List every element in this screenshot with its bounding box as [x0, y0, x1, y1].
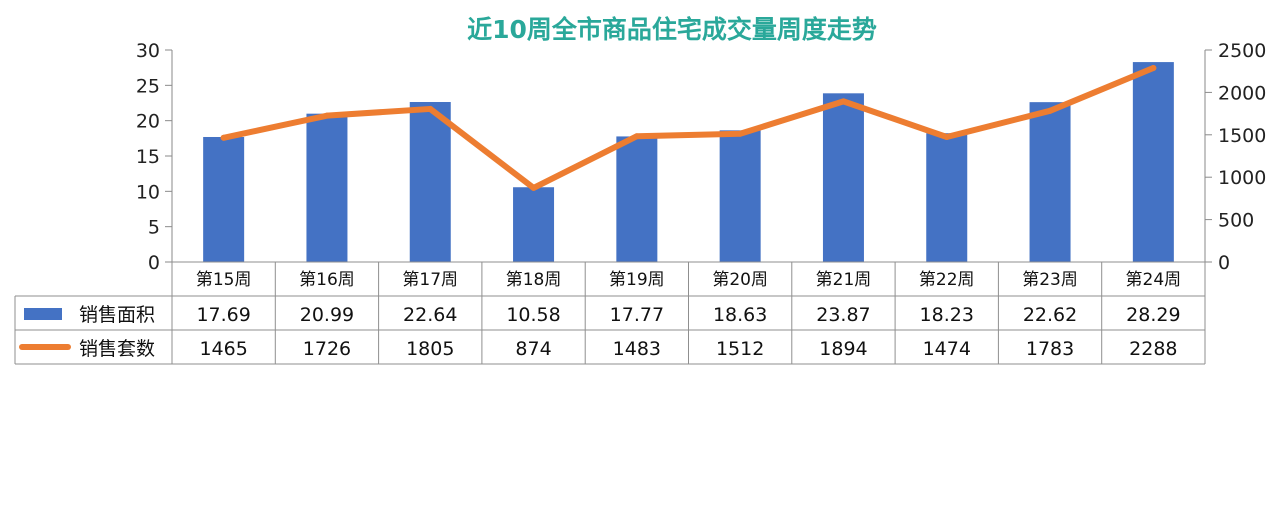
table-cell-units: 1512	[716, 338, 764, 360]
axes: 0 5 10 15 20 25 30 0 500 1000 1500 2000 2500	[136, 40, 1267, 274]
table-cell-area: 18.23	[920, 304, 974, 326]
right-axis-tick-label: 1000	[1218, 167, 1266, 189]
line-point	[1047, 107, 1054, 114]
right-axis-tick-label: 1500	[1218, 125, 1266, 147]
table-cell-area: 20.99	[300, 304, 354, 326]
table-cell-units: 874	[515, 338, 551, 360]
right-axis-tick-label: 2500	[1218, 40, 1266, 62]
x-tick-label: 第21周	[816, 270, 872, 290]
legend-swatch-bar	[24, 308, 62, 320]
legend-label-line: 销售套数	[79, 338, 155, 360]
table-cell-area: 18.63	[713, 304, 767, 326]
x-tick-label: 第16周	[299, 270, 355, 290]
line-series	[220, 64, 1157, 191]
x-tick-label: 第20周	[712, 270, 768, 290]
chart-title: 近10周全市商品住宅成交量周度走势	[467, 15, 877, 44]
table-cell-area: 10.58	[506, 304, 560, 326]
line-point	[737, 130, 744, 137]
data-table: 第15周 第16周 第17周 第18周 第19周 第20周 第21周 第22周 第23周 第24周…	[14, 261, 1206, 365]
line-path	[220, 64, 1157, 191]
legend-label-bar: 销售面积	[79, 304, 155, 326]
line-point	[427, 105, 434, 112]
bar	[719, 130, 761, 262]
line-point	[220, 134, 227, 141]
left-axis-tick-label: 25	[136, 75, 160, 97]
left-axis-tick-label: 5	[148, 217, 160, 239]
x-tick-label: 第23周	[1022, 270, 1078, 290]
table-cell-area: 17.77	[610, 304, 664, 326]
x-tick-label: 第22周	[919, 270, 975, 290]
x-tick-label: 第15周	[196, 270, 252, 290]
left-axis-tick-label: 15	[136, 146, 160, 168]
bar	[926, 133, 968, 262]
x-tick-label: 第19周	[609, 270, 665, 290]
line-point	[633, 133, 640, 140]
table-cell-area: 22.62	[1023, 304, 1077, 326]
x-tick-label: 第24周	[1126, 270, 1182, 290]
right-axis-tick-label: 500	[1218, 210, 1254, 232]
x-tick-label: 第17周	[402, 270, 458, 290]
table-cell-units: 2288	[1129, 338, 1177, 360]
table-cell-units: 1783	[1026, 338, 1074, 360]
right-axis-tick-label: 2000	[1218, 82, 1266, 104]
table-cell-units: 1894	[819, 338, 867, 360]
table-cell-area: 28.29	[1126, 304, 1180, 326]
line-point	[1150, 64, 1157, 71]
line-point	[943, 134, 950, 141]
bar-series	[203, 62, 1174, 262]
bar	[822, 93, 864, 262]
bar	[513, 187, 555, 262]
table-cell-area: 17.69	[196, 304, 250, 326]
left-axis-tick-label: 0	[148, 252, 160, 274]
bar	[616, 136, 658, 262]
left-axis-tick-label: 10	[136, 181, 160, 203]
table-cell-units: 1465	[199, 338, 247, 360]
bar	[203, 136, 245, 262]
left-axis-tick-label: 20	[136, 111, 160, 133]
bar	[1132, 62, 1174, 262]
line-point	[840, 98, 847, 105]
x-tick-label: 第18周	[506, 270, 562, 290]
right-axis-tick-label: 0	[1218, 252, 1230, 274]
line-point	[530, 184, 537, 191]
table-cell-area: 23.87	[816, 304, 870, 326]
line-point	[323, 112, 330, 119]
bar	[409, 102, 451, 262]
table-cell-units: 1805	[406, 338, 454, 360]
bar	[1029, 102, 1071, 262]
table-cell-units: 1726	[303, 338, 351, 360]
left-axis-tick-label: 30	[136, 40, 160, 62]
table-cell-units: 1483	[613, 338, 661, 360]
table-cell-units: 1474	[923, 338, 971, 360]
table-cell-area: 22.64	[403, 304, 457, 326]
bar	[306, 113, 348, 262]
